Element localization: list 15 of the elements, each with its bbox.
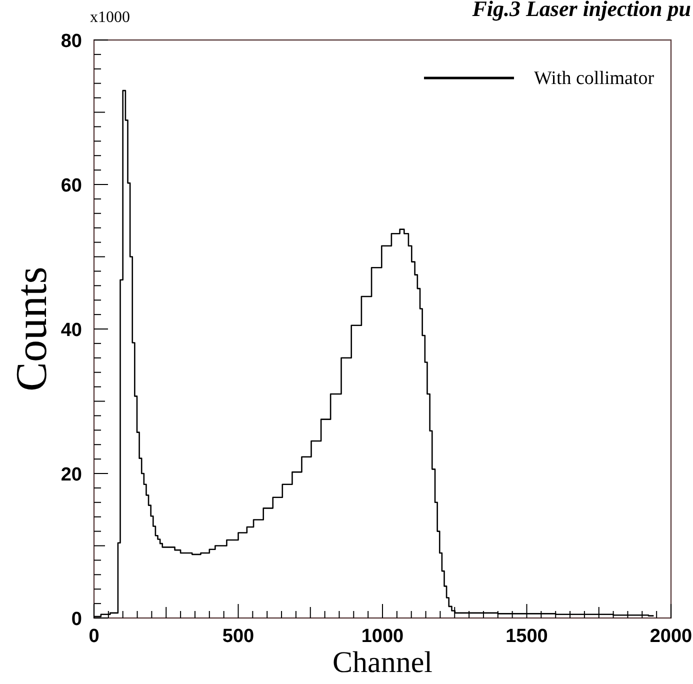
x-tick-label: 1000 <box>361 626 404 647</box>
legend-label: With collimator <box>534 68 655 89</box>
x-tick-label: 1500 <box>506 626 548 647</box>
y-axis-title: Counts <box>7 266 56 392</box>
y-tick-label: 40 <box>60 320 82 341</box>
y-tick-label: 0 <box>71 609 82 630</box>
text: x1000 <box>90 9 130 26</box>
chart-title: Fig.3 Laser injection pu <box>471 0 691 21</box>
x-tick-label: 2000 <box>650 626 692 647</box>
y-tick-label: 80 <box>60 31 82 52</box>
x-tick-label: 500 <box>222 626 254 647</box>
y-tick-label: 20 <box>60 464 82 486</box>
y-tick-label: 60 <box>60 176 82 196</box>
x-tick-label: 0 <box>88 626 100 647</box>
x-axis-title: Channel <box>332 646 432 679</box>
